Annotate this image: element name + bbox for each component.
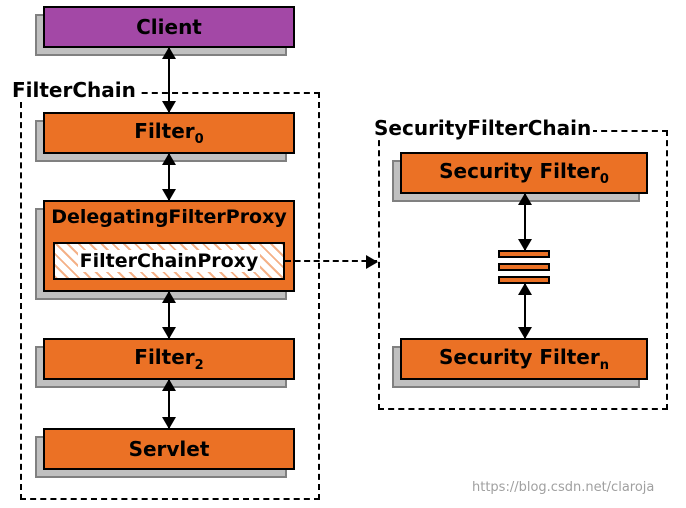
arrow-v-5 <box>524 284 526 338</box>
client-label: Client <box>136 15 202 39</box>
filter2-box: Filter2 <box>43 338 295 380</box>
servlet-label: Servlet <box>129 437 210 461</box>
filter0-label: Filter0 <box>134 119 203 147</box>
stack-bar-0 <box>498 250 550 258</box>
chainproxy-label: FilterChainProxy <box>78 250 261 272</box>
watermark: https://blog.csdn.net/claroja <box>472 480 654 495</box>
chainproxy-box: FilterChainProxy <box>53 242 285 280</box>
arrow-v-1 <box>168 154 170 200</box>
delegating-label: DelegatingFilterProxy <box>51 206 287 228</box>
filter2-label: Filter2 <box>134 345 203 373</box>
securitychain-label-wrap: SecurityFilterChain <box>372 116 593 140</box>
stack-bar-1 <box>498 263 550 271</box>
servlet-box: Servlet <box>43 428 295 470</box>
securitychain-label: SecurityFilterChain <box>374 116 591 140</box>
filter0-box: Filter0 <box>43 112 295 154</box>
arrow-v-0 <box>168 48 170 112</box>
arrow-v-2 <box>168 292 170 338</box>
arrow-v-4 <box>524 194 526 250</box>
filterchain-label-wrap: FilterChain <box>10 78 138 102</box>
sfn-box: Security Filtern <box>400 338 648 380</box>
arrow-v-3 <box>168 380 170 428</box>
filterchain-label: FilterChain <box>12 78 136 102</box>
watermark-text: https://blog.csdn.net/claroja <box>472 480 654 495</box>
client-box: Client <box>43 6 295 48</box>
sf0-box: Security Filter0 <box>400 152 648 194</box>
sf0-label: Security Filter0 <box>439 159 609 187</box>
delegating-label-wrap: DelegatingFilterProxy <box>43 206 295 228</box>
sfn-label: Security Filtern <box>439 345 609 373</box>
arrow-to-securitychain <box>285 260 377 262</box>
